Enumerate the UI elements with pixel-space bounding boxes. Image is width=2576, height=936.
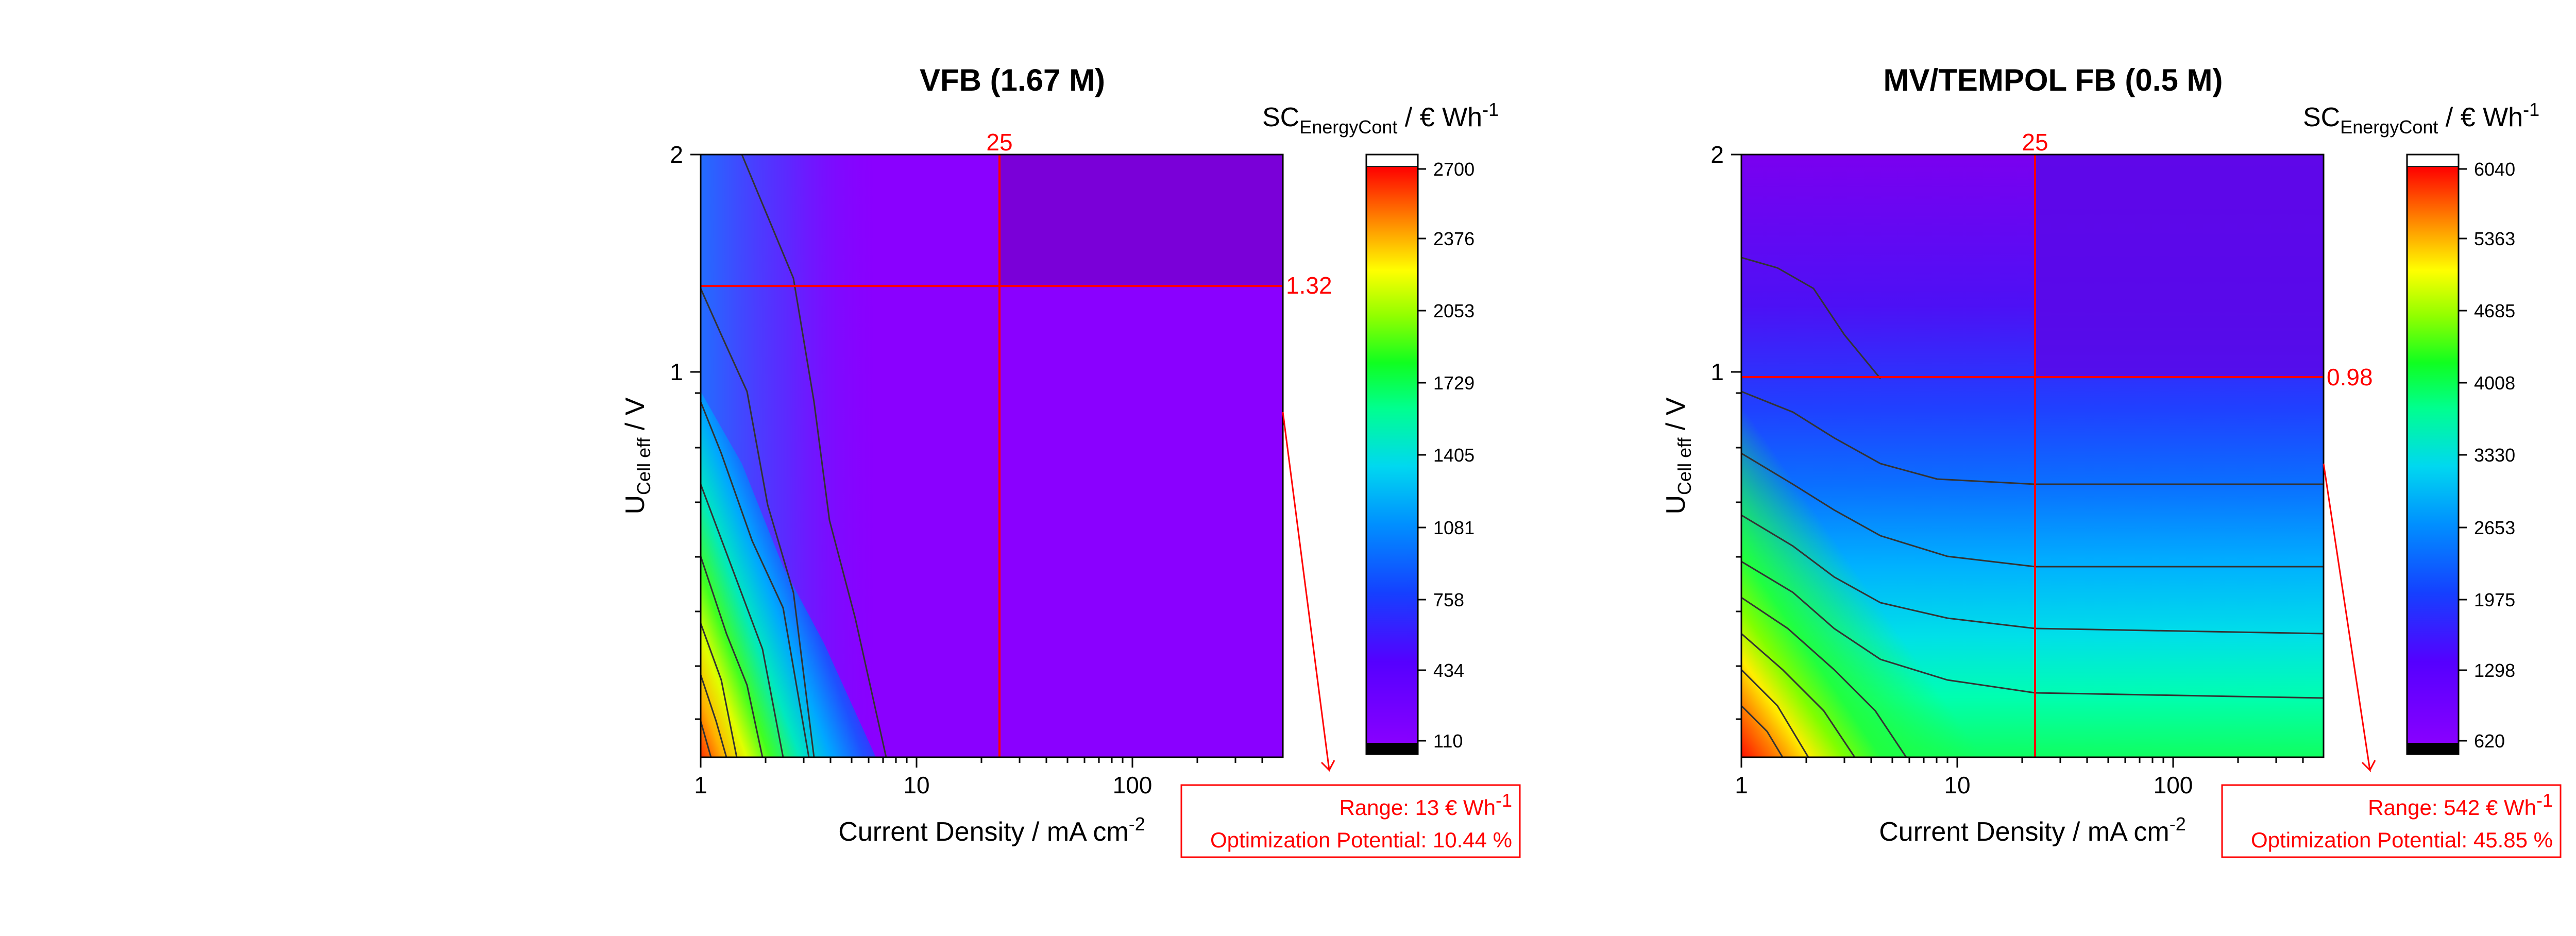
y-axis-1: [690, 154, 701, 720]
svg-text:Range: 542 € Wh-1: Range: 542 € Wh-1: [2368, 790, 2553, 820]
svg-text:Optimization Potential: 45.85: Optimization Potential: 45.85 %: [2251, 828, 2553, 852]
colorbar-title-1: SCEnergyCont / € Wh-1: [1262, 99, 1499, 138]
chart-panel-mv-tempol: MV/TEMPOL FB (0.5 M) 25 0.98: [1661, 63, 2562, 858]
colorbar-tick-label: 4685: [2474, 300, 2515, 321]
y-tick-label: 2: [670, 141, 683, 168]
optimum-y-label-2: 0.98: [2327, 364, 2373, 390]
heatmap-field-1: [701, 155, 1283, 757]
colorbar-2: SCEnergyCont / € Wh-1 620 1298 1975 2653…: [2303, 99, 2539, 755]
colorbar-tick-label: 5363: [2474, 228, 2515, 249]
x-tick-label: 100: [1113, 772, 1153, 798]
chart-panel-vfb: VFB (1.67 M) 25 1.32: [620, 63, 1521, 858]
colorbar-tick-label: 434: [1433, 660, 1464, 681]
colorbar-tick-label: 4008: [2474, 372, 2515, 394]
optimum-lines-1: [701, 155, 1283, 757]
svg-text:Range: 13 € Wh-1: Range: 13 € Wh-1: [1339, 790, 1512, 820]
x-tick-label: 10: [1944, 772, 1970, 798]
heatmap-field-2: [1741, 155, 2324, 757]
y-tick-label: 2: [1710, 141, 1724, 168]
colorbar-tick-label: 110: [1433, 730, 1463, 752]
colorbar-tick-label: 1729: [1433, 372, 1475, 394]
y-tick-label: 1: [670, 359, 683, 385]
x-axis-1: [700, 757, 1263, 768]
x-axis-label-1: Current Density / mA cm-2: [838, 813, 1145, 847]
optimization-annotation-1: Range: 13 € Wh-1 Optimization Potential:…: [1180, 412, 1521, 858]
chart-title-2: MV/TEMPOL FB (0.5 M): [1884, 63, 2223, 97]
x-tick-label: 1: [694, 772, 707, 798]
colorbar-1: SCEnergyCont / € Wh-1 110 434 758 1081 1…: [1262, 99, 1499, 755]
colorbar-tick-label: 2653: [2474, 517, 2515, 538]
y-axis-label-1: UCell eff / V: [620, 397, 654, 514]
x-tick-label: 100: [2154, 772, 2193, 798]
optimum-lines-2: [1741, 155, 2324, 757]
plot-frame-2: [1740, 154, 2325, 758]
x-tick-label: 1: [1735, 772, 1748, 798]
colorbar-tick-label: 1405: [1433, 445, 1475, 466]
optimum-x-label-1: 25: [986, 129, 1012, 156]
y-axis-2: [1731, 154, 1741, 720]
svg-text:Optimization Potential: 10.44: Optimization Potential: 10.44 %: [1210, 828, 1512, 852]
x-tick-label: 10: [903, 772, 929, 798]
colorbar-tick-label: 2053: [1433, 300, 1475, 321]
colorbar-tick-label: 620: [2474, 730, 2505, 752]
colorbar-tick-label: 2376: [1433, 228, 1475, 249]
colorbar-tick-label: 6040: [2474, 159, 2515, 180]
x-axis-label-2: Current Density / mA cm-2: [1879, 813, 2185, 847]
optimization-annotation-2: Range: 542 € Wh-1 Optimization Potential…: [2221, 463, 2562, 858]
y-tick-label: 1: [1710, 359, 1724, 385]
contour-lines-1: [701, 155, 887, 757]
colorbar-tick-label: 2700: [1433, 159, 1475, 180]
plot-frame-1: [700, 154, 1284, 758]
colorbar-tick-label: 758: [1433, 589, 1464, 610]
colorbar-tick-label: 3330: [2474, 445, 2515, 466]
colorbar-title-2: SCEnergyCont / € Wh-1: [2303, 99, 2539, 138]
y-axis-label-2: UCell eff / V: [1661, 397, 1695, 514]
colorbar-tick-label: 1975: [2474, 589, 2515, 610]
colorbar-tick-label: 1298: [2474, 660, 2515, 681]
colorbar-tick-label: 1081: [1433, 517, 1475, 538]
chart-title-1: VFB (1.67 M): [920, 63, 1105, 97]
x-axis-2: [1740, 757, 2304, 768]
optimum-y-label-1: 1.32: [1286, 272, 1332, 299]
optimum-x-label-2: 25: [2022, 129, 2048, 156]
